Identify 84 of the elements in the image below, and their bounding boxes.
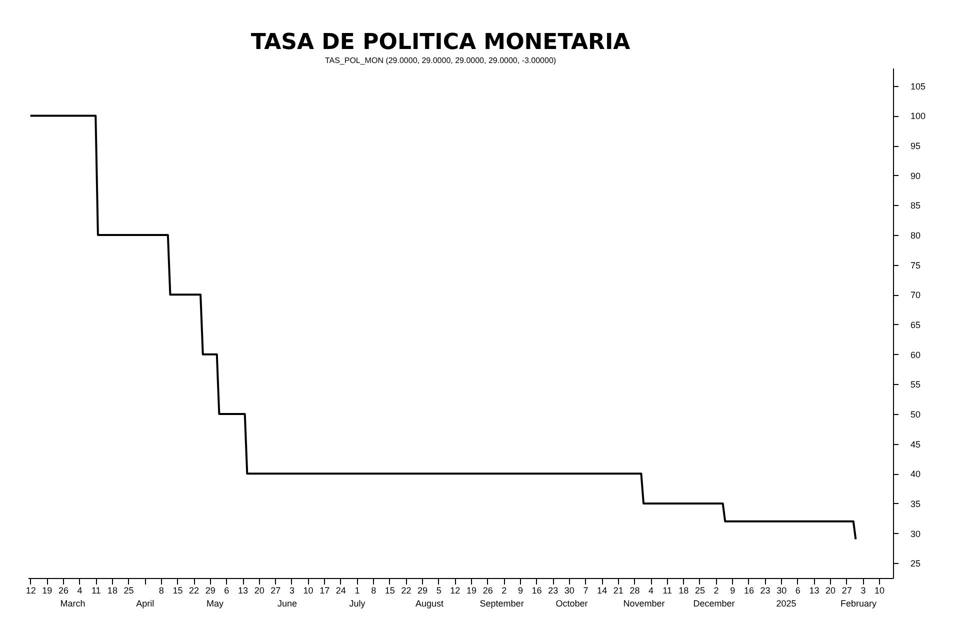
x2-tick-label: November bbox=[623, 598, 665, 608]
x-tick-label: 11 bbox=[662, 586, 672, 596]
x-tick-label: 30 bbox=[776, 586, 787, 596]
x-tick-label: 22 bbox=[189, 586, 200, 596]
y-tick-label: 30 bbox=[910, 528, 921, 539]
x2-tick-label: March bbox=[60, 598, 86, 608]
x-tick-label: 16 bbox=[532, 586, 542, 596]
x-tick-label: 12 bbox=[450, 586, 460, 596]
x-tick-label: 29 bbox=[205, 586, 216, 596]
x-tick-label: 2 bbox=[502, 586, 507, 596]
x-tick-label: 25 bbox=[694, 586, 705, 596]
y-tick-label: 65 bbox=[910, 320, 921, 330]
x-tick-label: 4 bbox=[648, 586, 654, 596]
y-tick-label: 85 bbox=[910, 200, 921, 211]
y-tick-label: 95 bbox=[910, 141, 921, 152]
x-tick-label: 10 bbox=[874, 586, 885, 596]
x2-tick-label: June bbox=[278, 598, 298, 608]
x-tick-label: 9 bbox=[518, 586, 523, 596]
x-tick-label: 1 bbox=[354, 586, 360, 596]
x-tick-label: 14 bbox=[597, 586, 608, 596]
x-tick-label: 5 bbox=[436, 586, 442, 596]
y-tick-label: 80 bbox=[910, 230, 921, 241]
x-tick-label: 13 bbox=[238, 586, 248, 596]
x-tick-label: 20 bbox=[254, 586, 264, 596]
x-tick-label: 29 bbox=[418, 586, 428, 596]
x-tick-label: 11 bbox=[91, 586, 101, 596]
x-tick-label: 3 bbox=[860, 586, 866, 596]
x2-tick-label: July bbox=[349, 598, 366, 608]
y-tick-label: 100 bbox=[910, 111, 926, 122]
y-tick-label: 60 bbox=[910, 350, 921, 360]
x-tick-label: 19 bbox=[42, 586, 52, 596]
x2-tick-label: May bbox=[206, 598, 224, 608]
x2-tick-label: October bbox=[556, 598, 588, 608]
x-tick-label: 6 bbox=[795, 586, 800, 596]
x-tick-label: 8 bbox=[371, 586, 376, 596]
y-tick-label: 70 bbox=[910, 290, 921, 300]
line-series bbox=[29, 114, 857, 540]
y-tick-label: 40 bbox=[910, 469, 921, 480]
x-tick-label: 26 bbox=[58, 586, 68, 596]
x-tick-label: 23 bbox=[548, 586, 558, 596]
x-tick-label: 17 bbox=[320, 586, 330, 596]
x-tick-label: 18 bbox=[107, 586, 118, 596]
y-tick-label: 105 bbox=[910, 81, 926, 92]
y-tick-label: 75 bbox=[910, 260, 921, 270]
x-tick-label: 15 bbox=[384, 586, 395, 596]
x2-tick-label: December bbox=[693, 598, 735, 608]
x-tick-label: 18 bbox=[678, 586, 689, 596]
x-tick-label: 22 bbox=[401, 586, 412, 596]
chart-title: TASA DE POLITICA MONETARIA bbox=[250, 30, 630, 55]
x-tick-label: 27 bbox=[270, 586, 281, 596]
y-tick-label: 55 bbox=[910, 380, 921, 390]
chart-subtitle: TAS_POL_MON (29.0000, 29.0000, 29.0000, 29.0000, -3.00000) bbox=[324, 56, 556, 65]
x-tick-label: 27 bbox=[842, 586, 852, 596]
x-tick-label: 25 bbox=[124, 586, 134, 596]
x-tick-label: 15 bbox=[172, 586, 183, 596]
x-tick-label: 12 bbox=[26, 586, 36, 596]
x2-tick-label: February bbox=[840, 598, 878, 608]
x2-tick-label: 2025 bbox=[776, 598, 796, 608]
x2-tick-label: August bbox=[416, 598, 444, 608]
x-tick-label: 28 bbox=[630, 586, 640, 596]
x-tick-label: 13 bbox=[809, 586, 820, 596]
x-tick-label: 10 bbox=[303, 586, 314, 596]
y-tick-label: 45 bbox=[910, 439, 921, 450]
x-tick-label: 24 bbox=[336, 586, 346, 596]
x-tick-label: 26 bbox=[482, 586, 493, 596]
x-tick-label: 3 bbox=[289, 586, 294, 596]
y-tick-label: 90 bbox=[910, 170, 921, 181]
x2-tick-label: April bbox=[136, 598, 154, 608]
x-tick-label: 7 bbox=[583, 586, 588, 596]
x-tick-label: 30 bbox=[564, 586, 574, 596]
x2-tick-label: September bbox=[480, 598, 524, 608]
x-tick-label: 4 bbox=[77, 586, 82, 596]
x-tick-label: 6 bbox=[224, 586, 230, 596]
x-tick-label: 23 bbox=[760, 586, 770, 596]
x-tick-label: 2 bbox=[714, 586, 719, 596]
x-tick-label: 20 bbox=[826, 586, 836, 596]
y-tick-label: 50 bbox=[910, 409, 921, 420]
x-tick-label: 8 bbox=[158, 586, 164, 596]
y-tick-label: 25 bbox=[910, 558, 921, 569]
x-tick-label: 21 bbox=[613, 586, 624, 596]
x-tick-label: 9 bbox=[730, 586, 736, 596]
y-tick-label: 35 bbox=[910, 498, 921, 509]
x-tick-label: 19 bbox=[466, 586, 476, 596]
x-tick-label: 16 bbox=[744, 586, 754, 596]
